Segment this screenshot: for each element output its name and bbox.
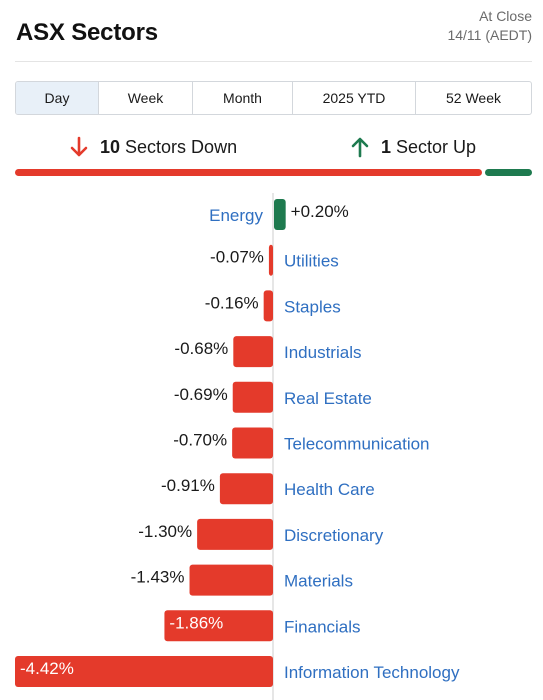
category-label-information-technology: Information Technology [284, 663, 460, 682]
tab-week[interactable]: Week [99, 82, 193, 114]
value-label-industrials: -0.68% [174, 339, 228, 358]
bar-industrials [233, 336, 273, 368]
bar-telecommunication [232, 427, 273, 459]
category-label-telecommunication: Telecommunication [284, 434, 430, 453]
value-label-staples: -0.16% [205, 293, 259, 312]
sectors-up-bar [485, 169, 532, 176]
value-label-materials: -1.43% [131, 568, 185, 587]
value-label-real-estate: -0.69% [174, 385, 228, 404]
bar-information-technology [15, 656, 273, 687]
value-label-financials: -1.86% [169, 613, 223, 632]
value-label-discretionary: -1.30% [138, 522, 192, 541]
bar-health-care [219, 473, 273, 505]
tab-ytd[interactable]: 2025 YTD [293, 82, 416, 114]
category-label-financials: Financials [284, 617, 361, 636]
header-divider [15, 61, 532, 62]
market-status-date: 14/11 (AEDT) [447, 27, 532, 43]
sectors-up-summary: 1 Sector Up [350, 132, 476, 162]
period-tabs: Day Week Month 2025 YTD 52 Week [15, 81, 532, 115]
value-label-information-technology: -4.42% [20, 659, 74, 678]
bar-discretionary [197, 518, 273, 550]
arrow-up-icon [350, 136, 370, 158]
category-label-health-care: Health Care [284, 480, 375, 499]
tab-52-week[interactable]: 52 Week [446, 90, 501, 106]
tab-day[interactable]: Day [16, 82, 99, 114]
value-label-energy: +0.20% [291, 202, 349, 221]
category-label-staples: Staples [284, 297, 341, 316]
market-status: At Close 14/11 (AEDT) [447, 7, 532, 45]
sectors-down-summary: 10 Sectors Down [69, 132, 237, 162]
value-label-health-care: -0.91% [161, 476, 215, 495]
sectors-down-bar [15, 169, 482, 176]
bar-utilities [268, 244, 273, 276]
category-label-utilities: Utilities [284, 252, 339, 271]
value-label-utilities: -0.07% [210, 248, 264, 267]
page-title: ASX Sectors [16, 19, 158, 46]
sectors-up-count: 1 [381, 136, 392, 157]
value-label-telecommunication: -0.70% [173, 430, 227, 449]
category-label-real-estate: Real Estate [284, 389, 372, 408]
category-label-discretionary: Discretionary [284, 526, 384, 545]
sectors-down-count: 10 [100, 136, 121, 157]
tab-month[interactable]: Month [193, 82, 293, 114]
sectors-down-text: Sectors Down [125, 136, 238, 157]
sectors-up-text: Sector Up [396, 136, 477, 157]
category-label-materials: Materials [284, 572, 353, 591]
market-status-label: At Close [479, 8, 532, 24]
bar-staples [263, 290, 273, 322]
arrow-down-icon [69, 136, 89, 158]
category-label-energy: Energy [209, 206, 263, 225]
bar-energy [274, 199, 286, 230]
bar-real-estate [232, 381, 273, 413]
bar-financials [164, 610, 273, 642]
bar-materials [189, 564, 273, 596]
category-label-industrials: Industrials [284, 343, 361, 362]
